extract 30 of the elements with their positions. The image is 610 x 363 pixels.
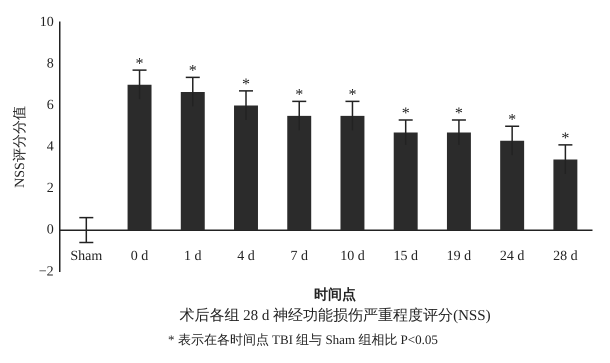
x-tick-label: 19 d: [446, 249, 472, 264]
y-axis-title: NSS评分分值: [12, 106, 28, 188]
y-tick-label: 2: [46, 181, 54, 196]
annotation: *: [348, 86, 356, 104]
y-tick-label: 8: [46, 56, 54, 72]
x-tick-label: 1 d: [184, 249, 202, 264]
x-tick-label: 7 d: [290, 249, 308, 264]
annotation: *: [242, 76, 250, 94]
x-axis-title: 时间点: [313, 286, 357, 304]
annotation: *: [136, 55, 144, 72]
annotation: *: [561, 130, 570, 148]
annotation: *: [508, 111, 516, 128]
x-tick-label: 4 d: [237, 249, 255, 264]
y-tick-label: 6: [46, 98, 54, 114]
x-tick-label: 0 d: [130, 249, 148, 264]
text: 术后各组 28 d 神经功能损伤严重程度评分(NSS): [178, 306, 492, 325]
y-tick-label: 0: [46, 222, 54, 238]
annotation: *: [454, 105, 463, 122]
annotation: *: [402, 105, 410, 122]
annotation: *: [295, 86, 304, 104]
x-tick-label: 15 d: [393, 249, 418, 264]
x-tick-label: 24 d: [500, 249, 524, 264]
x-tick-label: 28 d: [553, 249, 578, 264]
y-tick-label: 10: [40, 15, 54, 30]
x-tick-label: 10 d: [340, 249, 365, 264]
x-tick-label: Sham: [70, 249, 102, 264]
y-tick-label: 4: [46, 140, 54, 155]
text: * 表示在各时间点 TBI 组与 Sham 组相比 P<0.05: [167, 331, 439, 349]
annotation: *: [188, 62, 197, 80]
y-tick-label: −2: [38, 264, 54, 280]
